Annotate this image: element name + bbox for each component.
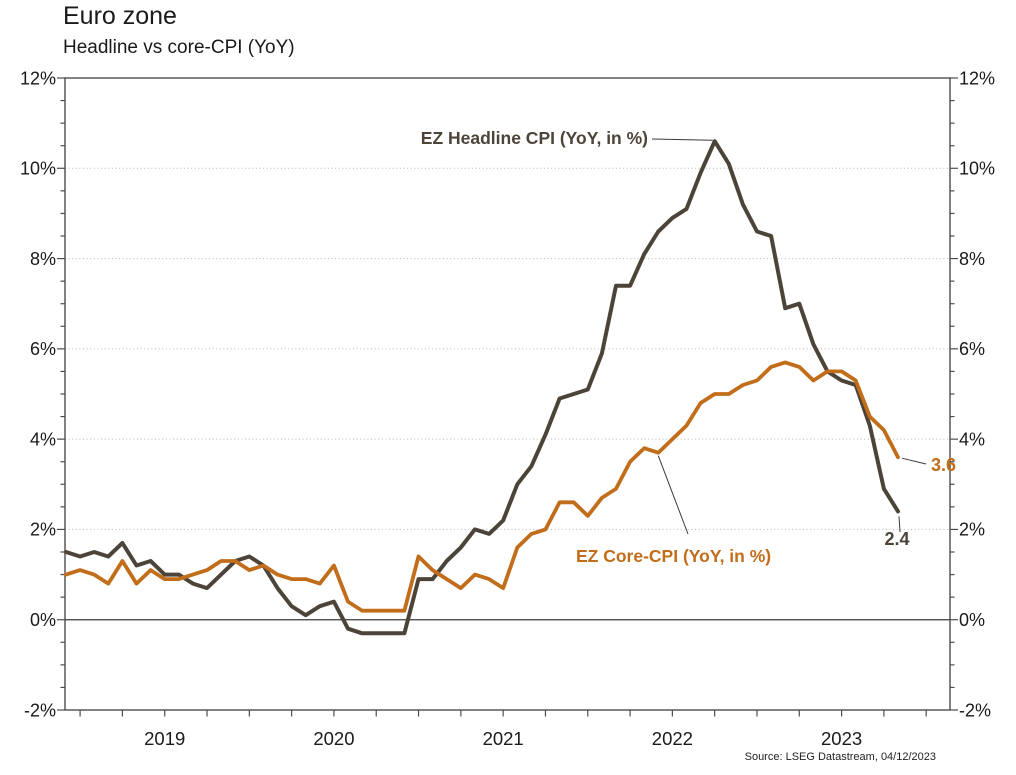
- y-axis-label-right: 12%: [959, 68, 995, 88]
- end-value-core-connector: [901, 457, 927, 465]
- chart-subtitle: Headline vs core-CPI (YoY): [63, 37, 295, 58]
- series-line-headline: [64, 139, 900, 636]
- series-label-headline: EZ Headline CPI (YoY, in %): [420, 128, 648, 148]
- y-axis-label-right: 0%: [959, 610, 985, 630]
- y-axis-label-right: 10%: [959, 159, 995, 179]
- y-axis-label-left: 4%: [30, 429, 56, 449]
- y-axis-label-left: 0%: [30, 610, 56, 630]
- y-axis-label-left: -2%: [24, 700, 56, 720]
- chart-title: Euro zone: [63, 2, 177, 30]
- headline-annotation-connector: [651, 138, 713, 141]
- y-axis-label-right: 4%: [959, 429, 985, 449]
- source-note: Source: LSEG Datastream, 04/12/2023: [744, 751, 936, 763]
- plot-border: [64, 77, 951, 711]
- y-axis-label-left: 10%: [20, 159, 56, 179]
- x-axis-year-label: 2020: [313, 728, 354, 749]
- y-axis-label-left: 12%: [20, 68, 56, 88]
- x-axis-year-label: 2021: [483, 728, 524, 749]
- series-line-core: [64, 360, 900, 613]
- end-value-headline-connector: [898, 516, 901, 533]
- y-axis-label-left: 8%: [30, 249, 56, 269]
- x-axis-year-label: 2023: [821, 728, 862, 749]
- series-label-core: EZ Core-CPI (YoY, in %): [576, 546, 772, 566]
- x-axis-year-label: 2022: [652, 728, 693, 749]
- end-value-core: 3.6: [931, 455, 957, 475]
- core-annotation-connector: [657, 455, 689, 535]
- y-axis-label-right: 8%: [959, 249, 985, 269]
- y-axis-label-left: 6%: [30, 339, 56, 359]
- y-axis-label-right: 2%: [959, 520, 985, 540]
- x-axis-year-label: 2019: [144, 728, 185, 749]
- end-value-headline: 2.4: [884, 529, 910, 549]
- y-axis-label-left: 2%: [30, 520, 56, 540]
- y-axis-label-right: 6%: [959, 339, 985, 359]
- y-axis-label-right: -2%: [959, 700, 991, 720]
